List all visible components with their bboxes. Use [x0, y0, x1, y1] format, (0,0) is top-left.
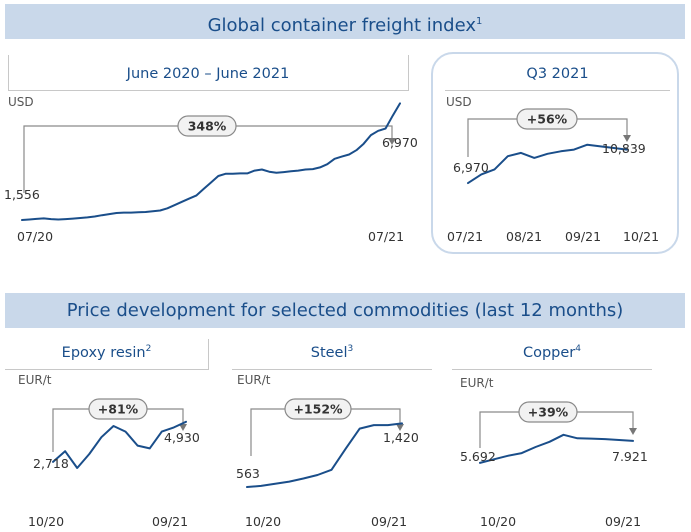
steel-series-line — [246, 422, 403, 488]
freight-q3-x-tick-label: 08/21 — [506, 229, 542, 244]
copper-series-line — [479, 433, 634, 464]
copper-bracket-arrow — [629, 428, 637, 435]
steel-change-badge — [284, 398, 352, 420]
freight-yearly-x-tick-label: 07/21 — [368, 229, 404, 244]
steel-title: Steel3 — [310, 344, 354, 361]
q3-highlight-box — [431, 52, 679, 254]
steel-change-label: +152% — [293, 402, 343, 417]
steel-rule — [232, 369, 432, 370]
epoxy-bracket-arrow — [179, 424, 187, 431]
freight-yearly-rule — [8, 90, 408, 91]
freight-yearly-x-tick-label: 07/20 — [17, 229, 53, 244]
copper-change-badge — [518, 401, 578, 423]
freight-q3-end-value: 10,839 — [602, 141, 646, 156]
freight-q3-unit: USD — [446, 95, 472, 109]
epoxy-vrule — [208, 339, 209, 370]
freight-q3-change-label: +56% — [527, 112, 568, 127]
copper-unit: EUR/t — [460, 376, 494, 390]
epoxy-title: Epoxy resin2 — [61, 344, 152, 361]
freight-q3-change-badge — [516, 108, 578, 130]
steel-start-value: 563 — [236, 466, 260, 481]
copper-x-tick-label: 09/21 — [605, 514, 641, 529]
freight-q3-x-tick-label: 09/21 — [565, 229, 601, 244]
freight-yearly-unit: USD — [8, 95, 34, 109]
epoxy-rule — [5, 369, 208, 370]
freight-q3-rule — [445, 90, 670, 91]
freight-banner: Global container freight index1 — [5, 4, 685, 39]
freight-q3-bracket-arrow — [623, 135, 631, 142]
freight-banner-footnote: 1 — [476, 16, 483, 27]
freight-q3-title: Q3 2021 — [526, 66, 589, 82]
copper-rule — [452, 369, 652, 370]
freight-yearly-bracket-arrow — [388, 138, 396, 145]
freight-yearly-vrule-right — [408, 55, 409, 91]
epoxy-unit: EUR/t — [18, 373, 52, 387]
epoxy-change-label: +81% — [98, 402, 139, 417]
epoxy-start-value: 2,718 — [33, 456, 69, 471]
epoxy-series-line — [52, 420, 187, 469]
freight-yearly-start-value: 1,556 — [4, 187, 40, 202]
copper-start-value: 5.692 — [460, 449, 496, 464]
freight-yearly-change-label: 348% — [188, 119, 227, 134]
steel-x-tick-label: 10/20 — [245, 514, 281, 529]
commodities-banner-title: Price development for selected commoditi… — [66, 300, 624, 321]
copper-x-tick-label: 10/20 — [480, 514, 516, 529]
steel-end-value: 1,420 — [383, 430, 419, 445]
epoxy-end-value: 4,930 — [164, 430, 200, 445]
freight-yearly-change-badge — [177, 115, 237, 137]
copper-change-label: +39% — [528, 405, 569, 420]
freight-yearly-vrule — [8, 55, 9, 91]
copper-end-value: 7.921 — [612, 449, 648, 464]
steel-x-tick-label: 09/21 — [371, 514, 407, 529]
epoxy-change-badge — [88, 398, 148, 420]
freight-q3-x-tick-label: 07/21 — [447, 229, 483, 244]
freight-q3-start-value: 6,970 — [453, 160, 489, 175]
steel-unit: EUR/t — [237, 373, 271, 387]
steel-bracket-arrow — [396, 424, 404, 431]
commodities-banner: Price development for selected commoditi… — [5, 293, 685, 328]
freight-yearly-end-value: 6,970 — [382, 135, 418, 150]
freight-yearly-title: June 2020 – June 2021 — [126, 66, 290, 82]
freight-q3-series-line — [467, 143, 628, 185]
copper-title: Copper4 — [522, 344, 582, 361]
freight-q3-x-tick-label: 10/21 — [623, 229, 659, 244]
epoxy-x-tick-label: 09/21 — [152, 514, 188, 529]
freight-banner-title: Global container freight index — [207, 15, 477, 36]
epoxy-x-tick-label: 10/20 — [28, 514, 64, 529]
freight-yearly-series-line — [21, 102, 401, 221]
